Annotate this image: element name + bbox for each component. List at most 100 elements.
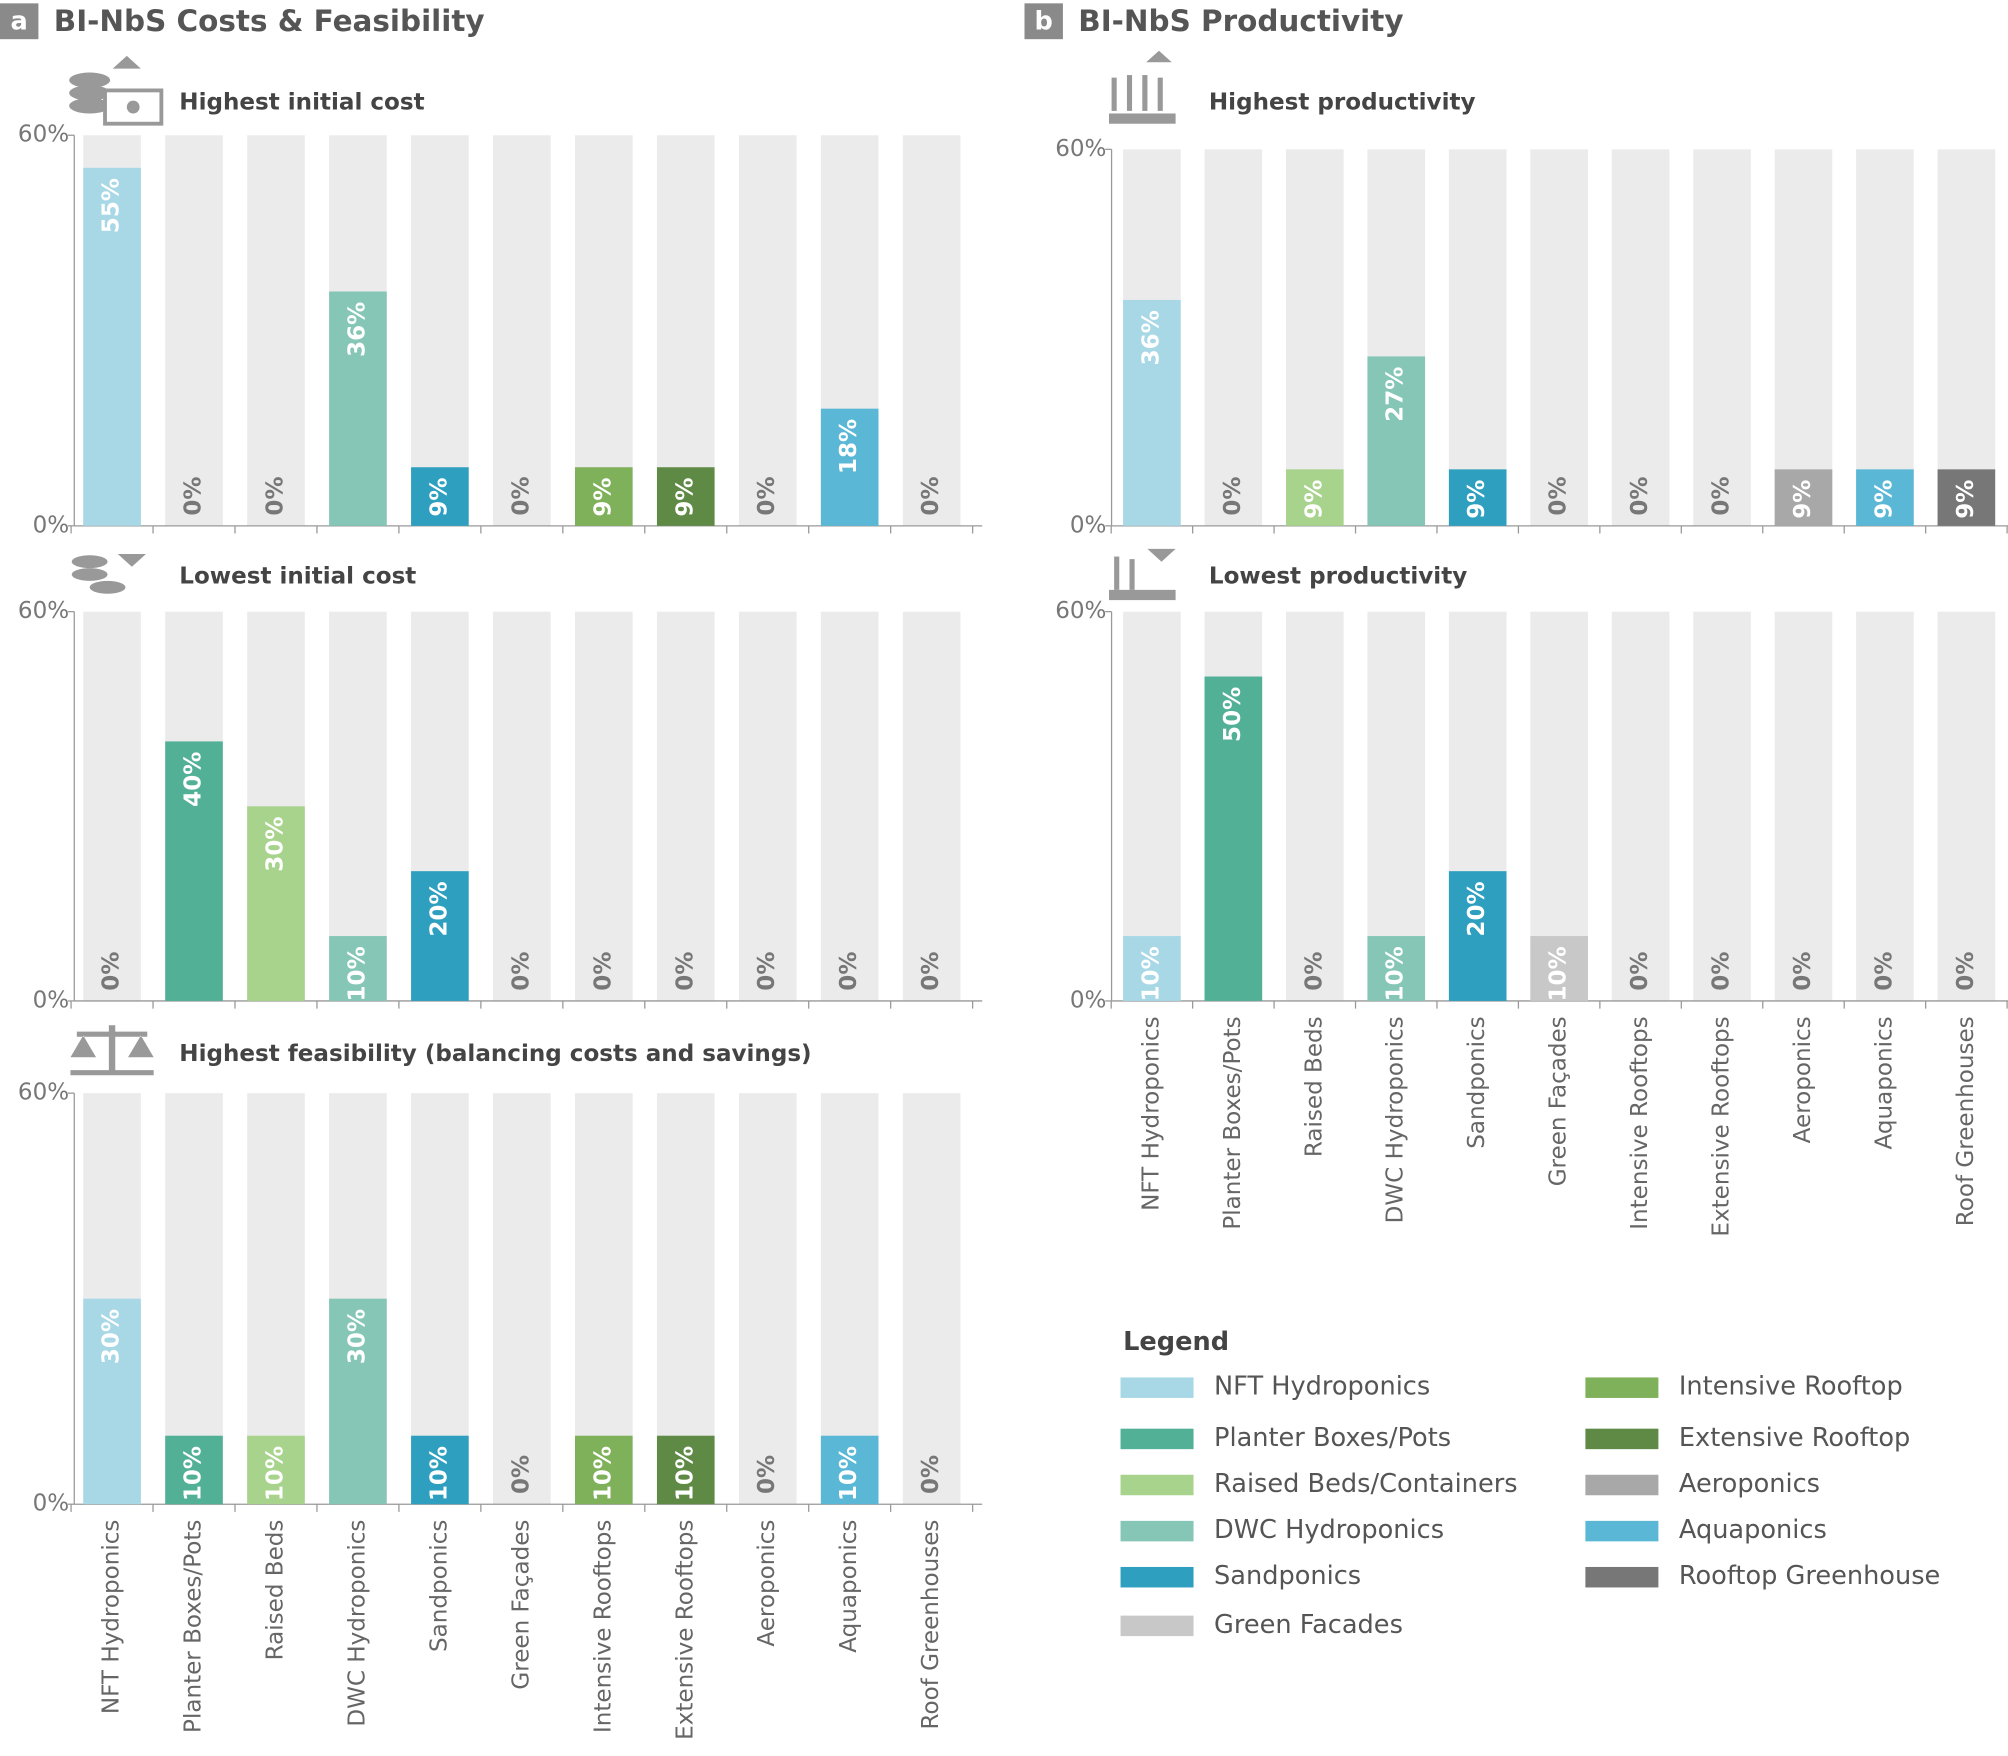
legend-swatch — [1120, 1474, 1194, 1496]
legend-label: Aquaponics — [1679, 1515, 1827, 1545]
y-tick-label: 0% — [33, 512, 70, 538]
bar — [1285, 469, 1344, 526]
legend-label: Aeroponics — [1679, 1469, 1820, 1499]
panel-title: BI-NbS Costs & Feasibility — [54, 4, 485, 38]
value-label: 10% — [1383, 946, 1409, 1001]
panel-badge — [0, 3, 39, 40]
value-label: 0% — [1790, 952, 1816, 991]
bar — [83, 167, 141, 526]
bar — [656, 1435, 715, 1505]
value-label: 10% — [590, 1446, 616, 1501]
legend-label: Green Facades — [1214, 1610, 1403, 1640]
bar-background — [656, 135, 715, 526]
value-label: 0% — [1301, 952, 1327, 991]
legend-label: Rooftop Greenhouse — [1679, 1561, 1940, 1591]
value-label: 0% — [590, 952, 616, 991]
bar-background — [1285, 149, 1344, 526]
y-tick-label: 0% — [33, 987, 70, 1013]
bar-background — [1530, 149, 1588, 526]
value-label: 10% — [181, 1446, 207, 1501]
bar-background — [1285, 611, 1344, 1001]
bar — [1530, 936, 1588, 1001]
bar — [1937, 469, 1996, 526]
x-tick-label: Intensive Rooftops — [1627, 1016, 1653, 1229]
bar — [820, 408, 879, 526]
value-label: 18% — [836, 419, 862, 474]
bar — [165, 741, 223, 1001]
bar-background — [738, 611, 797, 1001]
bar-background — [411, 1093, 469, 1505]
y-tick-label: 60% — [18, 122, 69, 148]
legend-swatch — [1585, 1377, 1659, 1398]
legend-swatch — [1585, 1428, 1659, 1450]
value-label: 10% — [1546, 946, 1572, 1001]
value-label: 0% — [754, 476, 780, 515]
y-tick-label: 60% — [1055, 136, 1106, 162]
value-label: 0% — [918, 476, 944, 515]
value-label: 0% — [99, 952, 125, 991]
bar — [656, 467, 715, 526]
bar — [411, 871, 469, 1001]
x-tick-label: Intensive Rooftops — [590, 1520, 616, 1733]
y-tick-label: 60% — [18, 1080, 69, 1106]
y-tick-label: 0% — [1070, 987, 1107, 1013]
value-label: 9% — [1871, 480, 1897, 519]
chart-title: Highest productivity — [1209, 90, 1476, 116]
legend-label: Sandponics — [1214, 1561, 1361, 1591]
value-label: 9% — [672, 477, 698, 516]
value-label: 9% — [1953, 480, 1979, 519]
value-label: 0% — [836, 952, 862, 991]
bar — [329, 1298, 387, 1505]
x-tick-label: Green Façades — [1546, 1016, 1572, 1186]
legend-label: Extensive Rooftop — [1679, 1423, 1910, 1453]
value-label: 27% — [1383, 367, 1409, 422]
bar-background — [1856, 611, 1914, 1001]
value-label: 0% — [1871, 952, 1897, 991]
bar-background — [656, 1093, 715, 1505]
bar — [1448, 871, 1507, 1001]
value-label: 0% — [1546, 476, 1572, 515]
x-tick-label: Roof Greenhouses — [918, 1520, 944, 1730]
x-tick-label: Extensive Rooftops — [1709, 1016, 1735, 1236]
legend-swatch — [1120, 1566, 1194, 1588]
legend-label: Planter Boxes/Pots — [1214, 1423, 1451, 1453]
x-tick-label: Aquaponics — [836, 1520, 862, 1653]
x-tick-label: Roof Greenhouses — [1953, 1016, 1979, 1226]
x-tick-label: Aquaponics — [1871, 1016, 1897, 1149]
bar-background — [1448, 149, 1507, 526]
value-label: 9% — [1464, 480, 1490, 519]
bar-background — [493, 611, 551, 1001]
value-label: 0% — [1709, 476, 1735, 515]
bar-background — [902, 1093, 961, 1505]
bar-background — [1937, 149, 1996, 526]
bar — [574, 467, 633, 526]
bar — [1367, 936, 1426, 1001]
value-label: 0% — [1220, 476, 1246, 515]
bar — [1123, 936, 1181, 1001]
bar-background — [820, 1093, 879, 1505]
value-label: 40% — [181, 752, 207, 807]
legend-swatch — [1120, 1615, 1194, 1637]
value-label: 0% — [672, 952, 698, 991]
value-label: 0% — [508, 1455, 534, 1494]
icons — [69, 50, 1176, 1076]
value-label: 55% — [99, 178, 125, 233]
bar — [1123, 299, 1181, 526]
bar — [329, 291, 387, 526]
bar — [1448, 469, 1507, 526]
value-label: 0% — [754, 1455, 780, 1494]
value-label: 10% — [1138, 946, 1164, 1001]
value-label: 10% — [836, 1446, 862, 1501]
bar — [1774, 469, 1833, 526]
bar — [247, 1435, 305, 1505]
bar-background — [902, 611, 961, 1001]
value-label: 30% — [344, 1309, 370, 1364]
value-label: 10% — [262, 1446, 288, 1501]
bar-background — [820, 611, 879, 1001]
bar-background — [493, 1093, 551, 1505]
legend-swatch — [1120, 1428, 1194, 1450]
bar-background — [1774, 149, 1833, 526]
value-label: 0% — [181, 476, 207, 515]
y-tick-label: 0% — [1070, 512, 1107, 538]
x-tick-label: Sandponics — [426, 1520, 452, 1652]
